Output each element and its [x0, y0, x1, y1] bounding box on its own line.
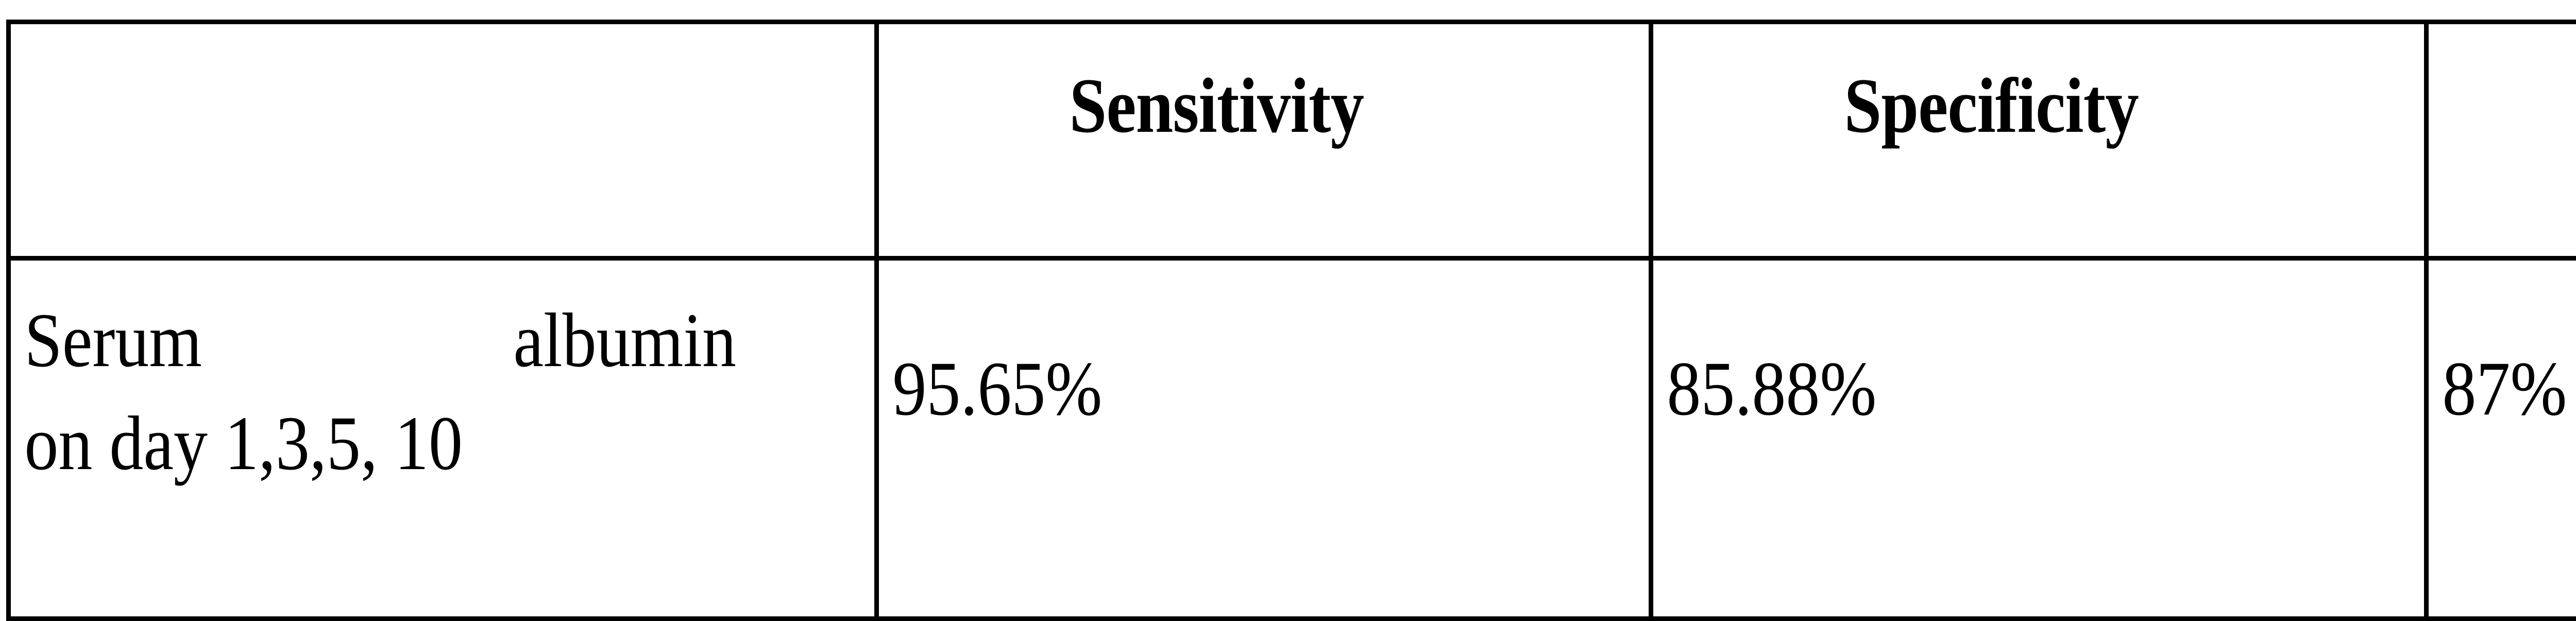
column-header-accuracy: Accuracy — [2427, 22, 2576, 258]
row-label-cell: Serum albumin on day 1,3,5, 10 — [9, 258, 877, 619]
table-header-row: Sensitivity Specificity Accuracy NPV PPV — [9, 22, 2576, 258]
column-header-sensitivity-label: Sensitivity — [879, 24, 1541, 145]
row-label-block: Serum albumin on day 1,3,5, 10 — [11, 261, 771, 495]
column-header-specificity: Specificity — [1651, 22, 2427, 258]
cell-sensitivity: 95.65% — [877, 258, 1651, 619]
row-label-line-1: Serum albumin — [24, 289, 736, 392]
row-label-line-2: on day 1,3,5, 10 — [24, 401, 463, 486]
cell-accuracy: 87% — [2427, 258, 2576, 619]
row-label-word-albumin: albumin — [513, 298, 736, 383]
column-header-specificity-label: Specificity — [1653, 24, 2316, 145]
cell-sensitivity-value: 95.65% — [879, 261, 1556, 441]
diagnostic-performance-table: Sensitivity Specificity Accuracy NPV PPV — [6, 20, 2576, 621]
cell-specificity: 85.88% — [1651, 258, 2427, 619]
column-header-blank — [9, 22, 877, 258]
column-header-sensitivity: Sensitivity — [877, 22, 1651, 258]
row-label-word-serum: Serum — [24, 298, 202, 383]
cell-specificity-value: 85.88% — [1653, 261, 2331, 441]
table-row: Serum albumin on day 1,3,5, 10 95.65% 85… — [9, 258, 2576, 619]
blank-corner-cell — [11, 24, 874, 256]
cell-accuracy-value: 87% — [2429, 261, 2576, 441]
column-header-accuracy-label: Accuracy — [2429, 24, 2576, 189]
